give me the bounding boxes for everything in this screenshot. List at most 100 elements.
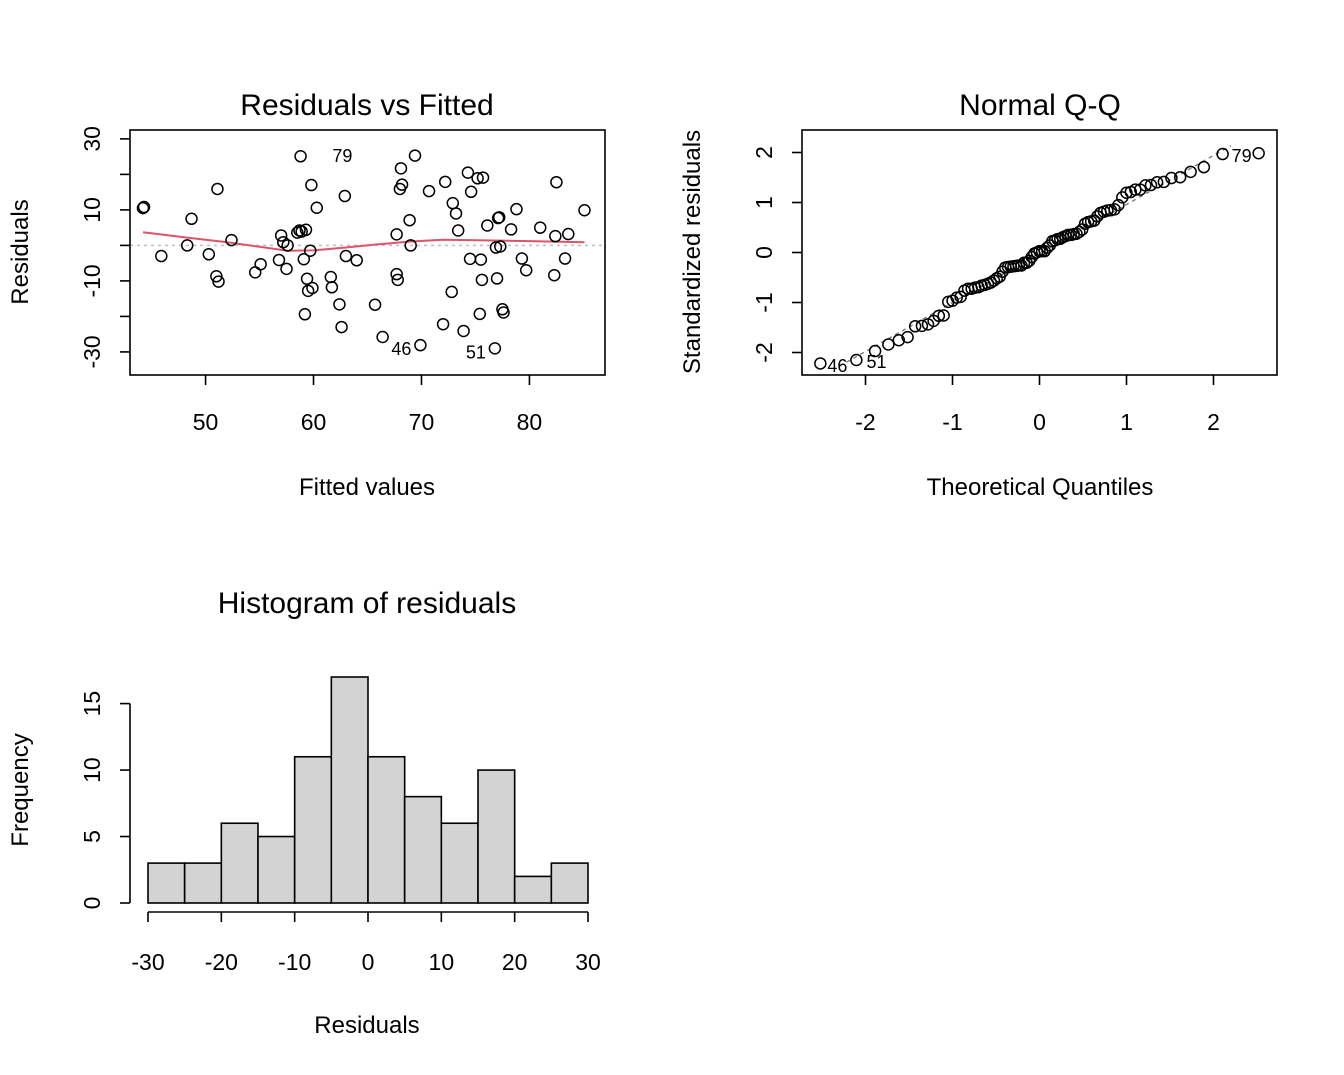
x-tick-label: 0 (1033, 409, 1046, 435)
residual-point (515, 252, 529, 265)
residuals-vs-fitted-xlabel: Fitted values (299, 474, 435, 501)
y-tick-label: 2 (751, 146, 777, 159)
qq-point (1216, 147, 1229, 161)
outlier-label: 46 (827, 356, 847, 376)
histogram-bar (183, 862, 223, 904)
residual-point (519, 264, 533, 277)
histogram-bar (220, 822, 259, 904)
histogram-ylabel: Frequency (7, 733, 34, 846)
normal-qq-title: Normal Q-Q (959, 89, 1121, 122)
qq-point (901, 330, 914, 344)
residual-point (488, 342, 502, 355)
histogram-bar (440, 822, 479, 904)
y-tick-label: 1 (751, 196, 777, 209)
x-tick-label: -30 (131, 949, 164, 975)
qq-point (1144, 178, 1158, 192)
residual-point (464, 185, 478, 199)
qq-point (868, 344, 882, 358)
residual-point (391, 273, 404, 287)
x-tick-label: 70 (409, 409, 435, 435)
outlier-label: 79 (332, 146, 352, 166)
residual-point (438, 175, 452, 189)
residual-point (471, 172, 484, 185)
residual-point (390, 228, 403, 241)
residual-point (272, 253, 286, 267)
qq-point (937, 309, 950, 322)
residual-point (494, 240, 507, 253)
histogram-bar (257, 835, 296, 904)
residual-point (300, 272, 314, 286)
residuals-vs-fitted-ylabel: Residuals (7, 199, 34, 304)
residual-point (306, 281, 319, 295)
x-tick-label: 1 (1120, 409, 1133, 435)
residuals-vs-fitted-plot-frame (129, 129, 606, 376)
residual-point (137, 200, 151, 214)
residual-point (474, 253, 488, 266)
x-tick-label: -2 (855, 409, 875, 435)
residuals-vs-fitted-panel: Residuals vs Fitted Fitted values Residu… (7, 89, 606, 501)
residual-point (475, 273, 489, 287)
residual-point (333, 298, 346, 311)
x-tick-label: -1 (942, 409, 962, 435)
residuals-vs-fitted-title: Residuals vs Fitted (240, 89, 493, 122)
histogram-bar (293, 755, 333, 904)
qq-point (1173, 171, 1187, 184)
x-tick-label: -20 (205, 949, 238, 975)
y-tick-label: 10 (79, 197, 105, 223)
residual-point (476, 171, 490, 184)
residual-point (445, 285, 458, 299)
residual-point (281, 239, 294, 252)
histogram-title: Histogram of residuals (218, 587, 516, 620)
residual-point (558, 252, 572, 265)
residual-point (533, 221, 547, 234)
qq-point (915, 319, 929, 333)
y-tick-label: -30 (79, 335, 105, 368)
residual-point (274, 229, 288, 242)
residual-point (461, 166, 475, 179)
residual-point (422, 184, 436, 198)
y-tick-label: -1 (751, 292, 777, 312)
y-tick-label: 0 (751, 246, 777, 259)
x-tick-label: 20 (502, 949, 528, 975)
qq-point (908, 320, 922, 333)
normal-qq-panel: Normal Q-Q Theoretical Quantiles Standar… (679, 89, 1278, 501)
residual-point (446, 196, 460, 210)
outlier-label: 51 (867, 352, 887, 372)
outlier-label: 79 (1232, 146, 1252, 166)
residual-point (510, 202, 523, 216)
residual-point (202, 248, 216, 261)
qq-point (1184, 165, 1197, 179)
residual-point (414, 338, 427, 352)
residual-point (339, 249, 353, 263)
outlier-label: 46 (391, 339, 411, 359)
y-tick-label: -2 (751, 342, 777, 362)
histogram-bar (513, 875, 553, 904)
residual-point (449, 207, 463, 220)
residual-point (548, 268, 561, 282)
residual-point (305, 178, 318, 192)
y-tick-label: 15 (79, 691, 105, 717)
x-tick-label: 10 (429, 949, 455, 975)
residual-point (497, 306, 510, 319)
qq-point (1108, 203, 1121, 216)
residual-point (297, 252, 311, 266)
y-tick-label: -10 (79, 264, 105, 297)
residual-point (211, 182, 224, 196)
residual-point (550, 175, 563, 189)
histogram-bar (403, 795, 443, 904)
residual-point (395, 178, 409, 191)
normal-qq-xlabel: Theoretical Quantiles (927, 474, 1154, 501)
residual-point (254, 257, 267, 271)
residual-point (490, 272, 504, 285)
qq-point (1112, 198, 1125, 212)
qq-point (1157, 175, 1171, 189)
qq-point (882, 338, 895, 351)
residual-point (335, 320, 348, 334)
residual-point (155, 249, 168, 263)
qq-point (932, 309, 946, 323)
qq-point (1073, 225, 1086, 239)
residual-point (338, 189, 352, 203)
residual-point (504, 223, 518, 236)
histogram-bar (367, 755, 406, 904)
residual-point (225, 233, 238, 247)
